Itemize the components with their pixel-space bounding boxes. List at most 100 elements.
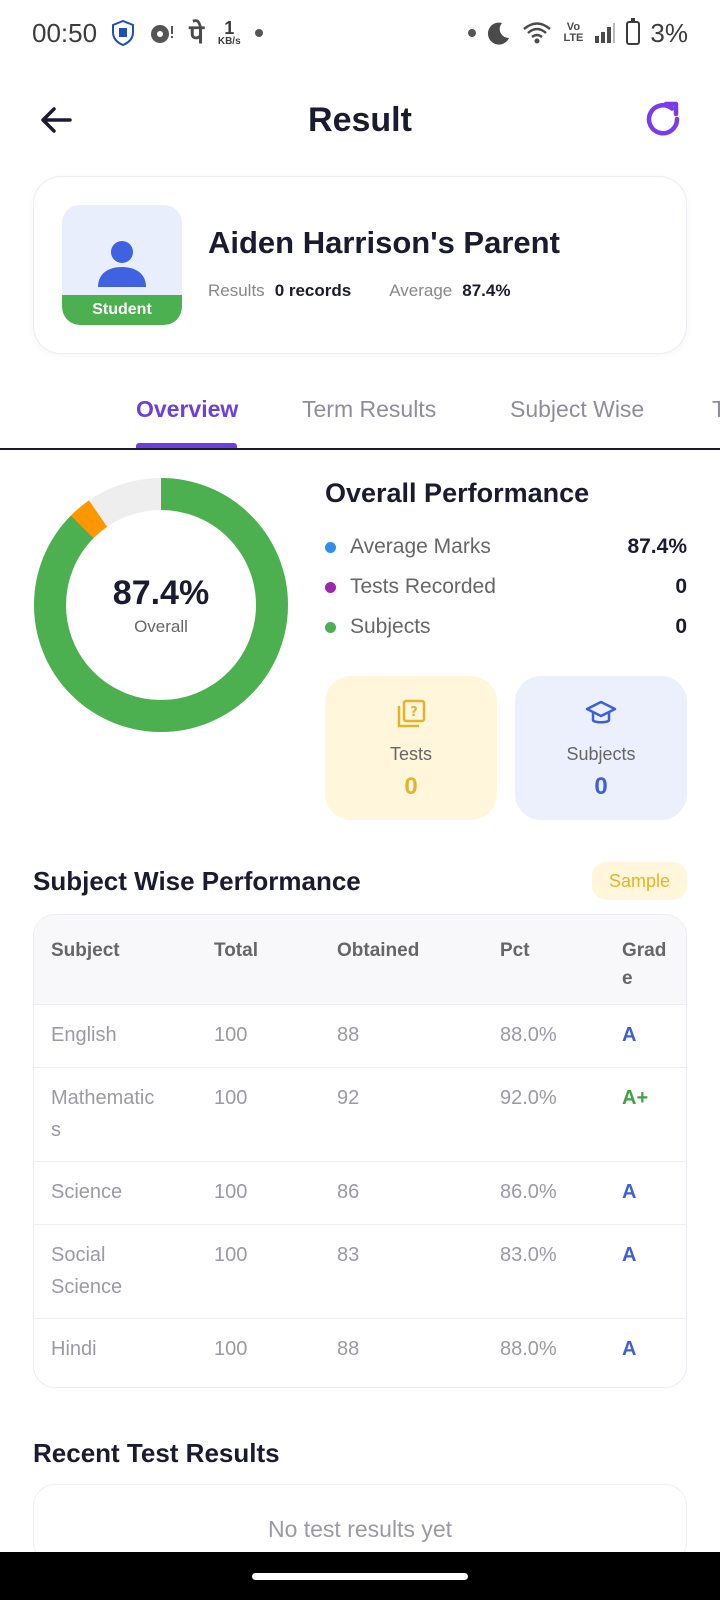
th-total: Total	[214, 940, 258, 961]
perf-row-subjects: Subjects 0	[325, 615, 687, 639]
cell-pct: 92.0%	[500, 1087, 557, 1109]
profile-meta: Results 0 records Average 87.4%	[208, 281, 510, 301]
cell-obtained: 88	[337, 1338, 360, 1360]
perf-label-tests: Tests Recorded	[350, 575, 496, 598]
th-obtained: Obtained	[337, 940, 420, 961]
subjects-card-label: Subjects	[566, 744, 636, 764]
more-notifications-dot	[254, 29, 263, 37]
cell-subject: English	[51, 1024, 117, 1046]
donut-label: Overall	[134, 616, 188, 636]
overall-performance-title: Overall Performance	[325, 478, 590, 508]
cell-subject: Hindi	[51, 1338, 97, 1360]
perf-value-subjects: 0	[675, 615, 687, 638]
refresh-icon[interactable]	[642, 98, 684, 140]
tab-subject-wise[interactable]: Subject Wise	[510, 396, 645, 422]
perf-label-subjects: Subjects	[350, 615, 431, 638]
perf-value-tests: 0	[675, 575, 687, 598]
cell-total: 100	[214, 1181, 248, 1203]
th-pct: Pct	[500, 940, 530, 961]
cell-grade: A	[622, 1338, 637, 1360]
graduation-cap-icon	[585, 700, 617, 724]
wifi-icon	[522, 21, 552, 45]
sample-badge: Sample	[592, 862, 687, 900]
tests-card-value: 0	[404, 773, 418, 800]
perf-row-average: Average Marks 87.4%	[325, 535, 687, 559]
role-badge: Student	[62, 295, 182, 325]
subject-table: Subject Total Obtained Pct Grad e Englis…	[33, 914, 687, 1388]
cell-obtained: 88	[337, 1024, 360, 1046]
cell-pct: 88.0%	[500, 1338, 557, 1360]
table-row: Mathematic s 100 92 92.0% A+	[34, 1068, 686, 1162]
cell-obtained: 92	[337, 1087, 360, 1109]
notification-app-icon	[149, 21, 175, 45]
battery-icon	[626, 18, 641, 45]
subject-wise-title: Subject Wise Performance	[33, 866, 361, 896]
cell-obtained: 86	[337, 1181, 360, 1203]
profile-name: Aiden Harrison's Parent	[208, 225, 560, 260]
tab-overview[interactable]: Overview	[136, 396, 239, 422]
system-nav-bar	[0, 1552, 720, 1600]
tab-more[interactable]: T	[712, 396, 720, 422]
donut-center: 87.4% Overall	[34, 478, 288, 732]
home-gesture-pill[interactable]	[252, 1573, 468, 1580]
average-value: 87.4%	[462, 281, 511, 300]
status-dot	[468, 29, 477, 37]
cell-pct: 83.0%	[500, 1244, 557, 1266]
network-speed-value: 1	[224, 18, 235, 38]
tests-card-label: Tests	[389, 744, 432, 764]
cell-total: 100	[214, 1087, 248, 1109]
tab-bar: Overview Term Results Subject Wise T	[0, 378, 720, 450]
perf-row-tests: Tests Recorded 0	[325, 575, 687, 599]
subjects-card-value: 0	[594, 773, 608, 800]
perf-label-average: Average Marks	[350, 535, 491, 558]
shield-app-icon	[111, 20, 135, 46]
perf-value-average: 87.4%	[627, 535, 687, 558]
cell-subject: Mathematic s	[51, 1087, 155, 1141]
status-time: 00:50	[32, 17, 98, 48]
page-title: Result	[308, 100, 412, 139]
cell-total: 100	[214, 1024, 248, 1046]
table-row: Science 100 86 86.0% A	[34, 1162, 686, 1225]
cell-obtained: 83	[337, 1244, 360, 1266]
cell-pct: 86.0%	[500, 1181, 557, 1203]
subjects-card[interactable]: Subjects 0	[515, 676, 687, 820]
recent-results-card	[33, 1484, 687, 1564]
avatar: Student	[62, 205, 182, 325]
legend-dot-subjects	[325, 621, 336, 633]
tests-card[interactable]: ? Tests 0	[325, 676, 497, 820]
moon-icon	[486, 20, 512, 46]
network-speed: 1 KB/s	[218, 19, 241, 47]
cell-total: 100	[214, 1338, 248, 1360]
network-speed-unit: KB/s	[217, 36, 241, 47]
app-header: Result	[0, 80, 720, 160]
results-value: 0 records	[274, 281, 352, 300]
status-bar: 00:50 पे 1 KB/s Vo LTE 3%	[0, 0, 720, 66]
user-icon	[98, 241, 146, 287]
donut-segment-value	[34, 478, 288, 732]
table-row: English 100 88 88.0% A	[34, 1005, 686, 1068]
volte-icon: Vo LTE	[563, 21, 584, 44]
signal-icon	[594, 22, 616, 44]
legend-dot-tests	[325, 581, 336, 593]
cell-grade: A	[622, 1244, 637, 1266]
table-row: Hindi 100 88 88.0% A	[34, 1319, 686, 1382]
recent-results-title: Recent Test Results	[33, 1438, 280, 1468]
tab-indicator	[136, 443, 237, 448]
donut-value: 87.4%	[112, 573, 210, 612]
overall-donut	[34, 478, 288, 732]
cell-pct: 88.0%	[500, 1024, 557, 1046]
profile-card: Student Aiden Harrison's Parent Results …	[33, 176, 687, 354]
cell-subject: Science	[51, 1181, 123, 1203]
average-label: Average	[389, 281, 453, 300]
svg-text:?: ?	[410, 705, 418, 720]
legend-dot-average	[325, 541, 336, 553]
results-label: Results	[208, 281, 265, 300]
back-arrow-icon[interactable]	[36, 100, 76, 140]
table-header: Subject Total Obtained Pct Grad e	[34, 915, 686, 1005]
table-row: Social Science 100 83 83.0% A	[34, 1225, 686, 1319]
cell-total: 100	[214, 1244, 248, 1266]
th-subject: Subject	[51, 940, 120, 961]
cell-grade: A	[622, 1181, 637, 1203]
tab-term-results[interactable]: Term Results	[302, 396, 437, 422]
no-results-text: No test results yet	[267, 1516, 453, 1542]
